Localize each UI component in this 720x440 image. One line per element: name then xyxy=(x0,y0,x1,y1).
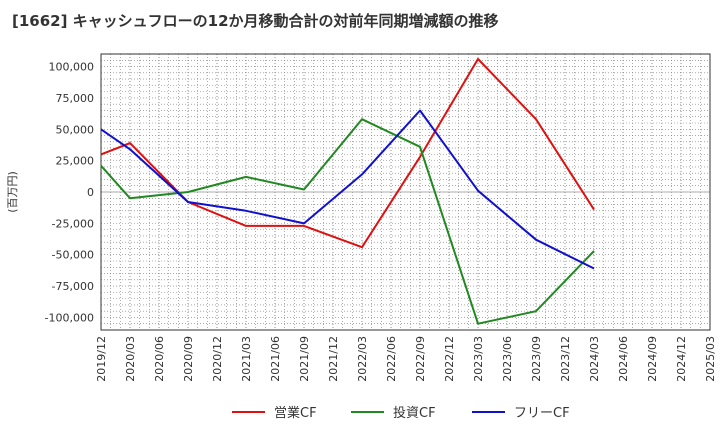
x-tick-label: 2025/03 xyxy=(704,336,717,382)
series-line xyxy=(100,109,595,270)
x-tick-label: 2020/09 xyxy=(182,336,195,382)
y-tick-label: -50,000 xyxy=(52,249,94,262)
plot-border xyxy=(100,53,711,331)
y-tick-label: -25,000 xyxy=(52,217,94,230)
series-line xyxy=(100,58,595,249)
x-tick-label: 2024/03 xyxy=(588,336,601,382)
y-tick-label: 0 xyxy=(87,186,94,199)
y-tick-label: 100,000 xyxy=(49,61,95,74)
x-tick-label: 2023/09 xyxy=(530,336,543,382)
x-tick-label: 2022/03 xyxy=(356,336,369,382)
legend-label: 投資CF xyxy=(393,405,436,421)
x-tick-label: 2023/06 xyxy=(501,336,514,382)
x-tick-label: 2023/12 xyxy=(559,336,572,382)
chart-title: [1662] キャッシュフローの12か月移動合計の対前年同期増減額の推移 xyxy=(12,12,499,30)
x-tick-label: 2022/09 xyxy=(414,336,427,382)
x-tick-label: 2021/09 xyxy=(298,336,311,382)
legend-label: フリーCF xyxy=(514,406,570,421)
x-tick-label: 2021/06 xyxy=(269,336,282,382)
x-tick-label: 2023/03 xyxy=(472,336,485,382)
x-tick-label: 2024/12 xyxy=(675,336,688,382)
y-tick-label: 75,000 xyxy=(56,92,95,105)
x-tick-label: 2022/12 xyxy=(443,336,456,382)
x-tick-label: 2020/06 xyxy=(153,336,166,382)
y-tick-label: -75,000 xyxy=(52,280,94,293)
x-tick-label: 2021/03 xyxy=(240,336,253,382)
y-tick-label: 50,000 xyxy=(56,123,95,136)
x-tick-label: 2024/06 xyxy=(617,336,630,382)
series-line xyxy=(100,118,595,325)
x-tick-label: 2021/12 xyxy=(327,336,340,382)
x-tick-label: 2020/03 xyxy=(124,336,137,382)
y-tick-label: 25,000 xyxy=(56,155,95,168)
x-tick-label: 2024/09 xyxy=(646,336,659,382)
x-tick-label: 2022/06 xyxy=(385,336,398,382)
x-tick-label: 2020/12 xyxy=(211,336,224,382)
x-tick-label: 2019/12 xyxy=(95,336,108,382)
legend-label: 営業CF xyxy=(274,405,317,421)
y-axis-label: (百万円) xyxy=(6,171,19,213)
y-tick-label: -100,000 xyxy=(45,311,94,324)
